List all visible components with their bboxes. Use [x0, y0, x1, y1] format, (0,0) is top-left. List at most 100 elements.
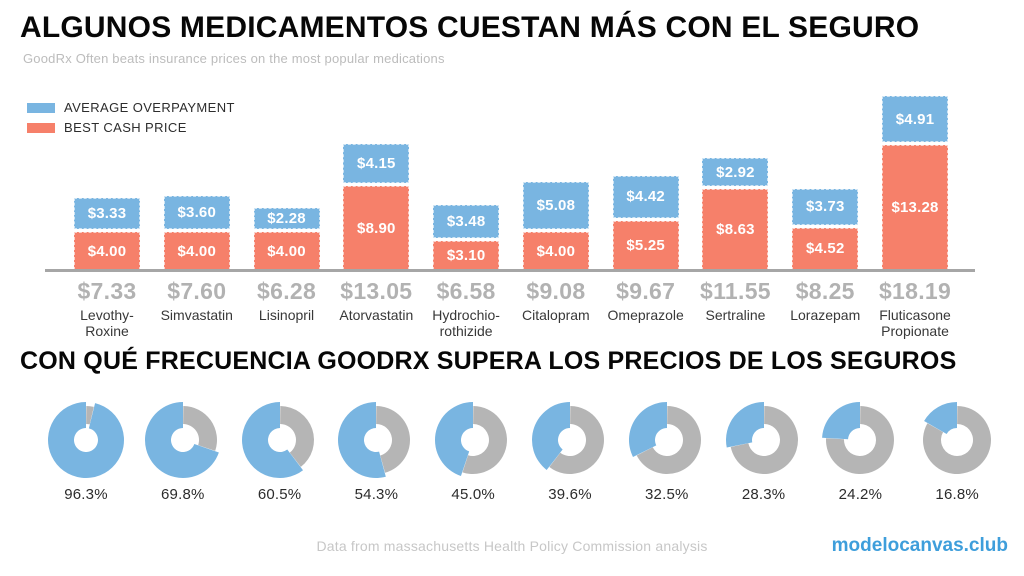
- donut-gauge-icon: [48, 402, 125, 478]
- bar-segment-cash-price: $4.52: [792, 227, 859, 270]
- bar-segment-overpayment: $2.28: [253, 207, 320, 230]
- bar-total-price: $11.55: [700, 278, 771, 304]
- medication-name: Sertraline: [705, 307, 766, 323]
- donut-gauge-icon: [725, 402, 798, 474]
- bar-total-price: $9.67: [616, 278, 676, 304]
- donut-gauge-icon: [241, 402, 314, 478]
- donut-filled-arc: [725, 402, 764, 448]
- donut-remainder-arc: [86, 406, 94, 425]
- legend-label-overpayment: AVERAGE OVERPAYMENT: [64, 100, 235, 115]
- brand-watermark: modelocanvas.club: [831, 535, 1008, 556]
- donut-remainder-arc: [462, 406, 508, 474]
- legend-swatch-cash-price-icon: [27, 122, 55, 133]
- donut-remainder-arc: [376, 406, 411, 473]
- bar-total-price: $6.58: [436, 278, 496, 304]
- donut-gauge-icon: [338, 402, 411, 478]
- bar-category-label: $7.60 Simvastatin: [141, 278, 253, 324]
- bar-segment-cash-price: $5.25: [612, 220, 679, 270]
- medication-name: Lorazepam: [790, 307, 861, 323]
- bar-category-label: $7.33 Levothy- Roxine: [51, 278, 163, 339]
- donut-filled-arc: [532, 402, 570, 470]
- donut-percent-label: 45.0%: [451, 486, 495, 503]
- donut-percent-label: 39.6%: [548, 486, 592, 503]
- donut-gauge-icon: [532, 402, 604, 474]
- bar-segment-cash-price: $4.00: [74, 232, 140, 270]
- bar-total-price: $7.60: [167, 278, 227, 304]
- medication-name: Citalopram: [522, 307, 590, 323]
- x-axis-line: [45, 269, 975, 272]
- stacked-bar: $4.42 $5.25: [612, 176, 679, 270]
- bar-segment-cash-price: $8.63: [702, 188, 769, 270]
- bar-category-label: $6.58 Hydrochio- rothizide: [410, 278, 522, 339]
- donut-percent-label: 32.5%: [645, 486, 689, 503]
- donut-percent-label: 16.8%: [935, 486, 979, 503]
- legend: AVERAGE OVERPAYMENT BEST CASH PRICE: [27, 100, 235, 135]
- donut-remainder-arc: [636, 406, 701, 474]
- bar-segment-overpayment: $4.42: [612, 176, 679, 218]
- donut-chart: 69.8%: [135, 400, 231, 503]
- stacked-bar: $3.73 $4.52: [792, 189, 859, 270]
- bar-segment-overpayment: $3.73: [792, 189, 859, 225]
- bar-total-price: $6.28: [257, 278, 317, 304]
- donut-percent-label: 28.3%: [741, 486, 786, 503]
- bar-category-label: $18.19 Fluticasone Propionate: [859, 278, 971, 339]
- bar-segment-cash-price: $4.00: [163, 232, 230, 270]
- donut-remainder-arc: [182, 406, 217, 451]
- medication-name: Atorvastatin: [339, 307, 414, 323]
- stacked-bar: $2.28 $4.00: [253, 207, 320, 270]
- bar-segment-cash-price: $3.10: [433, 240, 500, 270]
- bar-segment-overpayment: $4.15: [343, 144, 410, 184]
- donut-percent-label: 96.3%: [64, 486, 108, 503]
- donut-chart: 32.5%: [619, 400, 715, 503]
- bar-segment-overpayment: $3.48: [433, 205, 500, 238]
- medication-name: Hydrochio- rothizide: [432, 307, 500, 339]
- bar-category-label: $11.55 Sertraline: [679, 278, 791, 324]
- donut-chart: 54.3%: [328, 400, 424, 503]
- bar-segment-cash-price: $13.28: [882, 145, 949, 270]
- stacked-bar: $2.92 $8.63: [702, 158, 769, 270]
- bar-total-price: $13.05: [340, 278, 413, 304]
- legend-label-cash-price: BEST CASH PRICE: [64, 120, 187, 135]
- stacked-bar-chart: $3.33 $4.00 $3.60 $4.00 $2.28 $4.00 $4.15 $8.90…: [0, 0, 1024, 270]
- medication-name: Omeprazole: [607, 307, 684, 323]
- donut-chart: 24.2%: [812, 400, 908, 503]
- donut-filled-arc: [338, 402, 387, 478]
- donut-percent-label: 54.3%: [354, 486, 399, 503]
- donut-remainder-arc: [549, 406, 604, 474]
- bar-category-label: $6.28 Lisinopril: [231, 278, 343, 324]
- donut-filled-arc: [48, 402, 125, 478]
- medication-name: Levothy- Roxine: [80, 307, 134, 339]
- bar-segment-cash-price: $4.00: [253, 232, 320, 270]
- bar-total-price: $18.19: [878, 278, 952, 304]
- medication-name: Lisinopril: [258, 307, 315, 323]
- donut-chart: 28.3%: [716, 400, 812, 503]
- donut-chart: 60.5%: [232, 400, 328, 503]
- medication-name: Fluticasone Propionate: [879, 307, 951, 339]
- donut-percent-label: 24.2%: [838, 486, 883, 503]
- donut-filled-arc: [924, 402, 958, 434]
- donut-chart: 16.8%: [909, 400, 1005, 503]
- stacked-bar: $4.15 $8.90: [343, 144, 410, 270]
- donut-filled-arc: [435, 402, 474, 477]
- donut-filled-arc: [144, 402, 219, 478]
- section-title-donuts: CON QUÉ FRECUENCIA GOODRX SUPERA LOS PRE…: [20, 347, 957, 375]
- donut-chart: 39.6%: [522, 400, 618, 503]
- bar-total-price: $7.33: [77, 278, 137, 304]
- bar-category-label: $9.67 Omeprazole: [590, 278, 702, 324]
- donut-filled-arc: [241, 402, 303, 478]
- bar-segment-overpayment: $4.91: [882, 96, 949, 143]
- donut-remainder-arc: [826, 406, 895, 474]
- donut-filled-arc: [628, 402, 667, 457]
- data-source-note: Data from massachusetts Health Policy Co…: [316, 538, 708, 554]
- donut-filled-arc: [822, 402, 861, 440]
- donut-gauge-icon: [822, 402, 895, 474]
- donut-remainder-arc: [923, 406, 992, 474]
- legend-item-cash-price: BEST CASH PRICE: [27, 120, 235, 135]
- bar-category-label: $8.25 Lorazepam: [769, 278, 881, 324]
- bar-segment-overpayment: $5.08: [522, 181, 589, 230]
- donut-gauge-icon: [435, 402, 508, 477]
- page-subtitle: GoodRx Often beats insurance prices on t…: [23, 51, 445, 66]
- donut-gauge-icon: [628, 402, 701, 474]
- stacked-bar: $4.91 $13.28: [882, 96, 949, 270]
- bar-segment-cash-price: $8.90: [343, 186, 410, 270]
